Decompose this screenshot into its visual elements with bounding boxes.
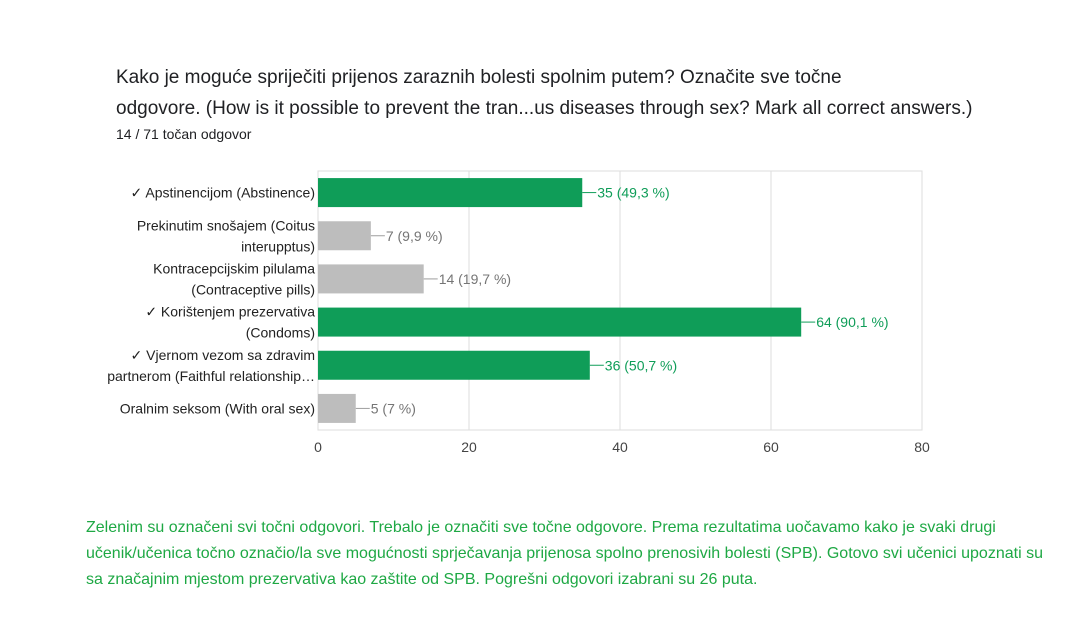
bar bbox=[318, 350, 590, 380]
category-label: (Contraceptive pills) bbox=[191, 281, 315, 297]
bar bbox=[318, 264, 424, 294]
bar bbox=[318, 221, 371, 251]
question-title: Kako je moguće spriječiti prijenos zaraz… bbox=[116, 62, 1016, 124]
category-label: ✓ Vjernom vezom sa zdravim bbox=[131, 347, 315, 363]
bar-chart: 0 20 40 60 80 35 (49,3 %) ✓ Apstinencijom (Abs… bbox=[107, 170, 930, 455]
question-line-1: Kako je moguće spriječiti prijenos zaraz… bbox=[116, 67, 842, 88]
category-label: interupptus) bbox=[241, 238, 315, 254]
question-line-2: odgovore. (How is it possible to prevent… bbox=[116, 98, 973, 119]
category-label: Prekinutim snošajem (Coitus bbox=[137, 217, 315, 233]
category-label: ✓ Korištenjem prezervativa bbox=[145, 304, 315, 320]
x-tick-label: 40 bbox=[612, 439, 628, 455]
x-tick-label: 60 bbox=[763, 439, 779, 455]
bar bbox=[318, 393, 356, 423]
data-label: 35 (49,3 %) bbox=[597, 185, 669, 201]
score-summary: 14 / 71 točan odgovor bbox=[116, 126, 252, 142]
data-label: 14 (19,7 %) bbox=[439, 271, 511, 287]
x-tick-label: 0 bbox=[314, 439, 322, 455]
category-label: Kontracepcijskim pilulama bbox=[153, 260, 315, 276]
x-tick-label: 20 bbox=[461, 439, 477, 455]
x-tick-label: 80 bbox=[914, 439, 930, 455]
bar bbox=[318, 307, 802, 337]
category-label: Oralnim seksom (With oral sex) bbox=[120, 400, 315, 416]
category-label: ✓ Apstinencijom (Abstinence) bbox=[131, 185, 315, 201]
data-label: 5 (7 %) bbox=[371, 400, 416, 416]
category-label: (Condoms) bbox=[246, 325, 315, 341]
data-label: 64 (90,1 %) bbox=[816, 314, 888, 330]
category-label: partnerom (Faithful relationship… bbox=[107, 368, 315, 384]
explanation-note: Zelenim su označeni svi točni odgovori. … bbox=[86, 519, 1043, 588]
data-label: 7 (9,9 %) bbox=[386, 228, 443, 244]
data-label: 36 (50,7 %) bbox=[605, 357, 677, 373]
bar bbox=[318, 178, 583, 208]
